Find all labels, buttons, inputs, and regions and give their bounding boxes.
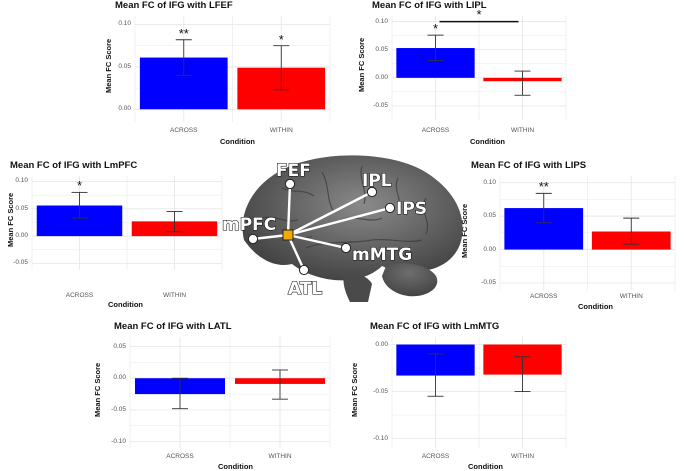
fef-node xyxy=(284,178,296,190)
chart-title: Mean FC of IFG with LmMTG xyxy=(370,321,500,332)
y-tick-label: 0.00 xyxy=(113,374,126,382)
chart-title: Mean FC of IFG with LIPL xyxy=(372,0,487,11)
x-category-label: ACROSS xyxy=(170,127,198,134)
x-axis-title: Condition xyxy=(468,462,503,471)
x-category-label: ACROSS xyxy=(421,127,450,134)
chart-panel-lips: Mean FC of IFG with LIPS -0.05 0.00 0.05 0.… xyxy=(460,160,676,311)
significance-marker: * xyxy=(278,31,284,47)
y-tick-label: 0.05 xyxy=(375,45,388,53)
y-tick-label: 0.10 xyxy=(15,177,28,185)
mpfc-node xyxy=(247,233,259,245)
y-tick-label: 0.10 xyxy=(118,20,131,28)
brain-stem-shape xyxy=(343,273,372,302)
region-label-fef: FEF xyxy=(276,161,311,181)
chart-title: Mean FC of IFG with LIPS xyxy=(471,160,587,171)
chart-panel-lmpfc: Mean FC of IFG with LmPFC -0.05 0.00 0.05 0… xyxy=(0,0,330,309)
region-label-atl: ATL xyxy=(288,279,322,299)
significance-marker: * xyxy=(76,178,83,194)
x-category-label: ACROSS xyxy=(65,292,94,299)
y-tick-label: 0.05 xyxy=(483,212,496,220)
ipl-node xyxy=(366,186,378,198)
x-category-label: WITHIN xyxy=(510,453,535,460)
brain-diagram: FEF IPL IPS mPFC mMTG ATL xyxy=(222,155,463,302)
ifg-seed-marker xyxy=(282,229,294,241)
x-category-label: ACROSS xyxy=(530,293,558,300)
y-tick-label: 0.10 xyxy=(483,178,496,186)
region-label-mmtg: mMTG xyxy=(352,245,412,265)
y-tick-label: 0.00 xyxy=(118,105,131,113)
x-category-label: WITHIN xyxy=(510,127,535,134)
brain-cerebellum-shape xyxy=(382,263,438,297)
y-tick-label: -0.10 xyxy=(373,434,388,442)
chart-title: Mean FC of IFG with LmPFC xyxy=(10,160,138,171)
significance-marker: ** xyxy=(178,25,189,41)
x-category-label: WITHIN xyxy=(268,453,292,460)
x-axis-title: Condition xyxy=(578,302,613,311)
x-category-label: WITHIN xyxy=(269,127,293,134)
connection-lines xyxy=(252,183,391,271)
x-axis-title: Condition xyxy=(470,137,505,146)
x-category-label: ACROSS xyxy=(166,453,194,460)
significance-marker: ** xyxy=(538,179,549,195)
y-tick-label: -0.05 xyxy=(111,405,126,413)
y-tick-label: 0.00 xyxy=(375,340,388,348)
y-tick-label: -0.05 xyxy=(481,278,496,286)
y-tick-label: -0.05 xyxy=(373,387,388,395)
region-label-ips: IPS xyxy=(396,199,427,219)
x-axis-title: Condition xyxy=(220,137,255,146)
y-axis-title: Mean FC Score xyxy=(350,362,359,417)
y-tick-label: 0.05 xyxy=(118,62,131,70)
x-category-label: ACROSS xyxy=(421,453,450,460)
x-category-label: WITHIN xyxy=(162,292,187,299)
ips-node xyxy=(384,202,396,214)
mmtg-node xyxy=(340,242,352,254)
y-tick-label: -0.05 xyxy=(13,259,28,267)
chart-panel-lfef: Mean FC of IFG with LFEF 0.00 0.05 0.10 ** A… xyxy=(0,0,331,150)
chart-panel-latl: Mean FC of IFG with LATL -0.10 -0.05 0.00 0… xyxy=(0,0,331,471)
region-label-ipl: IPL xyxy=(362,171,392,191)
y-tick-label: -0.10 xyxy=(111,437,126,445)
x-category-label: WITHIN xyxy=(619,293,643,300)
x-axis-title: Condition xyxy=(108,300,143,309)
comparison-significance-marker: * xyxy=(476,6,482,22)
y-tick-label: 0.05 xyxy=(15,204,28,212)
chart-title: Mean FC of IFG with LATL xyxy=(114,321,232,332)
y-tick-label: 0.00 xyxy=(375,73,388,81)
significance-marker: * xyxy=(432,21,439,37)
region-label-mpfc: mPFC xyxy=(222,215,276,235)
y-tick-label: 0.00 xyxy=(15,232,28,240)
region-nodes xyxy=(247,178,396,276)
y-tick-label: -0.05 xyxy=(373,101,388,109)
atl-node xyxy=(298,264,310,276)
chart-title: Mean FC of IFG with LFEF xyxy=(115,0,233,11)
y-tick-label: 0.05 xyxy=(113,342,126,350)
y-tick-label: 0.10 xyxy=(375,17,388,25)
x-axis-title: Condition xyxy=(218,462,253,471)
chart-panel-lipl: Mean FC of IFG with LIPL -0.05 0.00 0.05 0.… xyxy=(0,0,685,150)
y-tick-label: 0.00 xyxy=(483,245,496,253)
